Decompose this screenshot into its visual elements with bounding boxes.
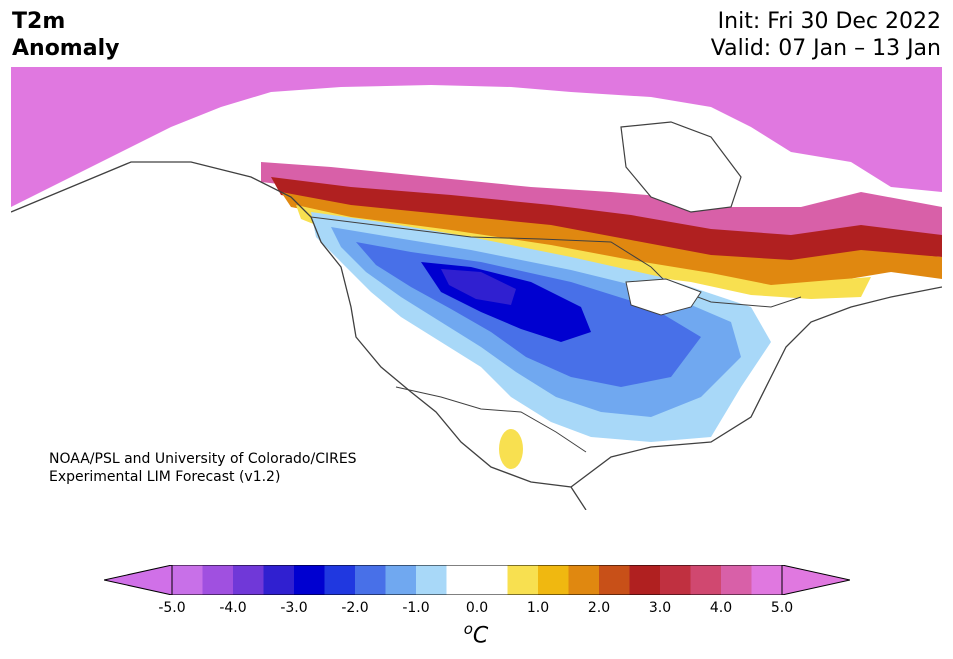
colorbar-cell: [568, 565, 600, 595]
colorbar-cell: [721, 565, 752, 595]
colorbar-cell: [233, 565, 264, 595]
credit-text: NOAA/PSL and University of Colorado/CIRE…: [49, 450, 357, 486]
colorbar-cell: [385, 565, 417, 595]
colorbar-over-arrow: [781, 565, 850, 595]
colorbar-tick-label: -1.0: [402, 600, 430, 616]
warm-band-orange: [281, 192, 942, 287]
warm-band-yellow: [296, 205, 871, 299]
credit-line-1: NOAA/PSL and University of Colorado/CIRE…: [49, 451, 357, 467]
colorbar-tick-label: -4.0: [219, 600, 247, 616]
colorbar-cell: [660, 565, 691, 595]
colorbar-cell: [172, 565, 203, 595]
colorbar-tick-label: 5.0: [770, 600, 794, 616]
warm-band-magenta: [261, 162, 942, 237]
warm-spot-mexico: [499, 429, 523, 469]
colorbar-cell: [416, 565, 447, 595]
warm-band-red: [271, 177, 942, 262]
colorbar: [104, 565, 850, 595]
colorbar-cell: [477, 565, 508, 595]
valid-range: Valid: 07 Jan – 13 Jan: [710, 36, 941, 61]
credit-line-2: Experimental LIM Forecast (v1.2): [49, 469, 281, 485]
colorbar-cell: [629, 565, 661, 595]
title-kind: Anomaly: [12, 36, 120, 61]
colorbar-tick-label: 0.0: [465, 600, 489, 616]
colorbar-outline: [171, 565, 783, 595]
hudson-bay: [620, 121, 742, 213]
colorbar-cell: [507, 565, 539, 595]
great-lakes: [625, 278, 702, 316]
colorbar-unit: oC: [463, 620, 489, 649]
map-title: T2m Anomaly: [12, 8, 119, 62]
init-date: Init: Fri 30 Dec 2022: [717, 9, 941, 34]
colorbar-under-arrow: [104, 565, 173, 595]
colorbar-tick-label: 3.0: [648, 600, 672, 616]
colorbar-cell: [294, 565, 325, 595]
colorbar-cell: [690, 565, 722, 595]
colorbar-tick-label: -3.0: [280, 600, 308, 616]
colorbar-cell: [446, 565, 478, 595]
warm-anomaly-region-north: [11, 67, 942, 207]
colorbar-cell: [324, 565, 356, 595]
colorbar-tick-label: 4.0: [709, 600, 733, 616]
us-mexico-border: [395, 386, 587, 453]
forecast-dates: Init: Fri 30 Dec 2022 Valid: 07 Jan – 13…: [711, 8, 941, 62]
colorbar-cell: [538, 565, 569, 595]
colorbar-tick-label: -5.0: [158, 600, 186, 616]
colorbar-cell: [202, 565, 234, 595]
title-variable: T2m: [12, 9, 66, 34]
us-canada-border: [310, 216, 802, 308]
coastline: [11, 161, 942, 510]
colorbar-tick-label: 1.0: [526, 600, 550, 616]
colorbar-cell: [599, 565, 630, 595]
colorbar-cell: [263, 565, 295, 595]
colorbar-tick-label: 2.0: [587, 600, 611, 616]
colorbar-tick-label: -2.0: [341, 600, 369, 616]
cold-anomaly-peak: [441, 269, 516, 305]
colorbar-cell: [751, 565, 783, 595]
colorbar-cell: [355, 565, 386, 595]
anomaly-map: [11, 67, 942, 510]
